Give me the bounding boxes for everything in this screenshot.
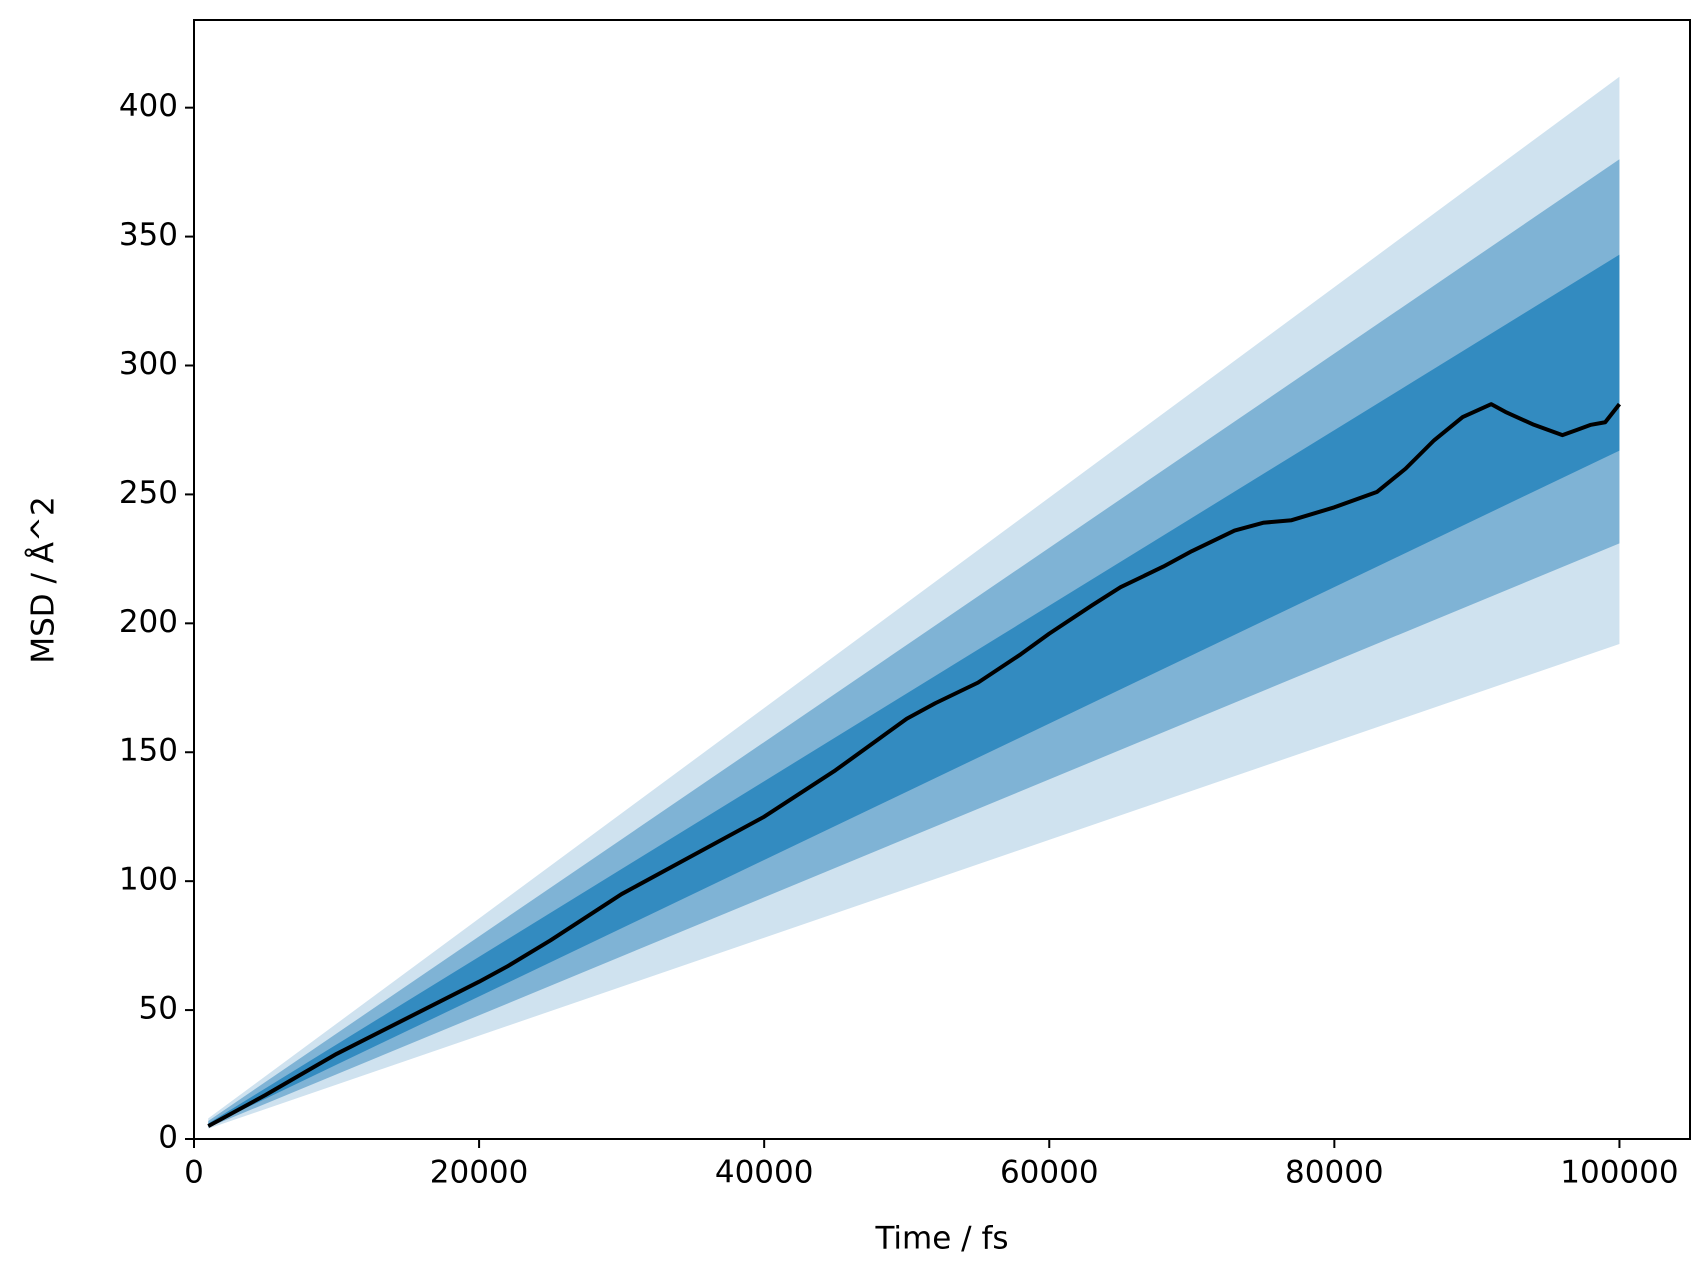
x-tick-label: 40000 [715,1155,814,1191]
x-tick-label: 100000 [1560,1155,1678,1191]
y-axis-label: MSD / Å^2 [26,496,62,663]
x-tick-label: 60000 [1000,1155,1099,1191]
band [208,254,1620,1127]
y-tick-label: 300 [119,346,178,382]
y-tick-label: 0 [158,1120,178,1156]
y-tick-label: 250 [119,475,178,511]
y-tick-label: 350 [119,217,178,253]
x-tick-label: 20000 [430,1155,529,1191]
y-tick-label: 150 [119,733,178,769]
plot-frame [193,19,1691,1140]
y-tick-label: 50 [139,991,178,1027]
y-tick-label: 100 [119,862,178,898]
y-tick-label: 400 [119,88,178,124]
y-tick-label: 200 [119,604,178,640]
x-tick-label: 80000 [1285,1155,1384,1191]
band [208,159,1620,1128]
band [208,76,1620,1129]
x-axis-label: Time / fs [874,1221,1008,1257]
x-tick-label: 0 [184,1155,204,1191]
msd-line [207,402,1622,1128]
